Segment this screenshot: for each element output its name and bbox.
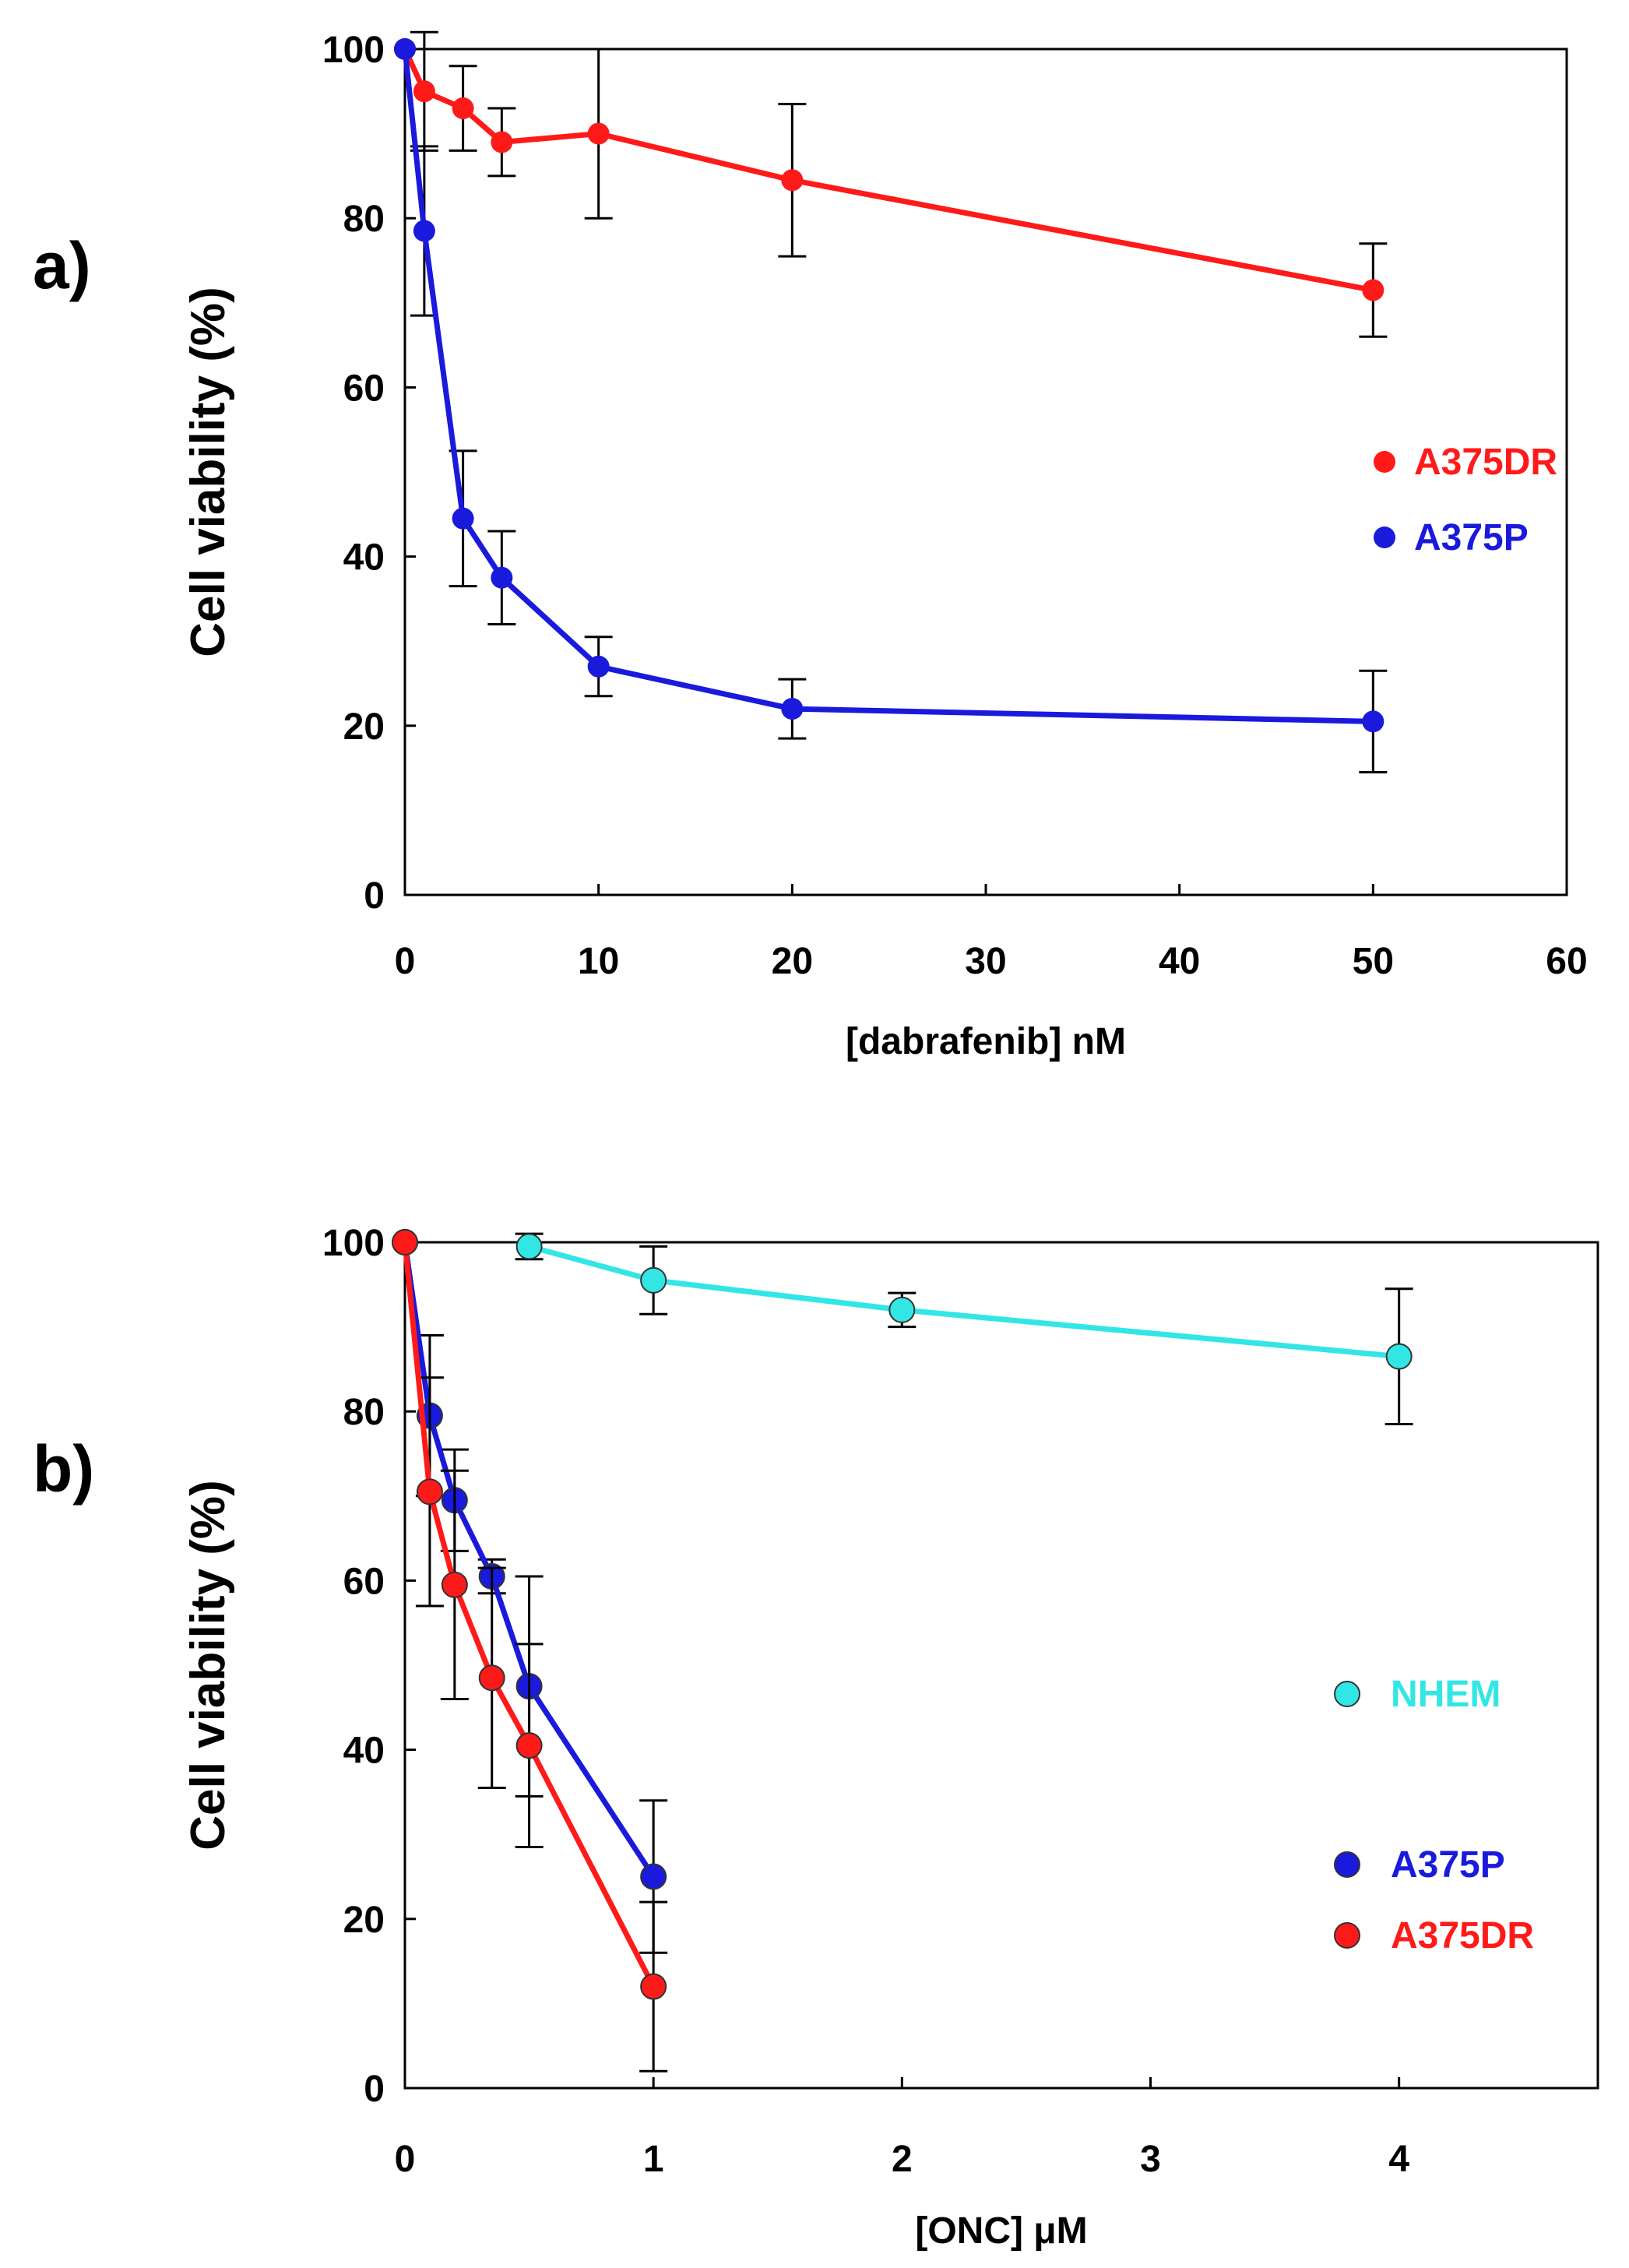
y-tick-label: 100 [322, 30, 385, 71]
y-tick-label: 60 [343, 1561, 385, 1602]
series-a375p [394, 38, 1388, 774]
panel-label: b) [33, 1432, 94, 1506]
y-tick-label: 40 [343, 1731, 385, 1772]
data-point [491, 131, 513, 153]
data-point [392, 1229, 418, 1256]
x-tick-label: 30 [965, 941, 1006, 982]
data-point [478, 1664, 505, 1692]
y-axis-label: Cell viability (%) [181, 287, 235, 657]
y-tick-label: 40 [343, 537, 385, 579]
data-point [452, 97, 474, 120]
x-tick-label: 0 [395, 2139, 416, 2180]
data-point [491, 566, 513, 589]
legend-marker [1334, 1851, 1360, 1878]
data-point [640, 1973, 667, 2000]
legend-entry: NHEM [1391, 1674, 1501, 1715]
series-nhem [515, 1232, 1413, 1425]
x-axis-label: [ONC] μM [915, 2210, 1087, 2252]
data-point [781, 169, 804, 192]
y-tick-label: 0 [364, 875, 385, 917]
data-point [515, 1233, 543, 1260]
y-tick-label: 80 [343, 1392, 385, 1433]
data-point [1362, 279, 1384, 301]
y-tick-label: 100 [322, 1223, 385, 1264]
x-tick-label: 4 [1388, 2139, 1409, 2180]
data-point [452, 507, 474, 530]
x-tick-label: 1 [643, 2139, 664, 2180]
data-point [416, 1478, 443, 1506]
legend-entry: A375DR [1414, 442, 1557, 483]
x-tick-label: 10 [578, 941, 619, 982]
legend-entry: A375P [1414, 517, 1529, 558]
x-axis-label: [dabrafenib] nM [846, 1021, 1126, 1062]
legend-entry: A375DR [1391, 1915, 1534, 1956]
x-tick-label: 0 [395, 941, 416, 982]
legend-marker [1334, 1681, 1360, 1707]
series-a375dr [392, 1229, 668, 2073]
data-point [1385, 1343, 1413, 1370]
data-point [587, 655, 610, 678]
data-point [587, 122, 610, 145]
data-point [413, 80, 435, 103]
y-tick-label: 0 [364, 2069, 385, 2110]
y-tick-label: 60 [343, 368, 385, 409]
legend-entry: A375P [1391, 1844, 1505, 1886]
data-point [888, 1296, 916, 1323]
y-tick-label: 20 [343, 1900, 385, 1941]
plot-frame [403, 1241, 1599, 2090]
legend-marker [1374, 526, 1395, 548]
x-tick-label: 3 [1140, 2139, 1161, 2180]
series-line [402, 1241, 656, 1988]
data-point [515, 1732, 543, 1759]
data-point [394, 38, 416, 60]
data-point [640, 1863, 667, 1890]
x-tick-label: 20 [772, 941, 813, 982]
data-point [781, 698, 804, 720]
series-line [528, 1244, 1399, 1360]
x-tick-label: 60 [1546, 941, 1587, 982]
y-axis-label: Cell viability (%) [181, 1480, 235, 1850]
panel-a: 0 20 40 60 80 100 0 10 20 30 40 50 60 [dabrafenib] nM… [33, 30, 1588, 1062]
x-tick-label: 50 [1353, 941, 1394, 982]
series-line [402, 1241, 656, 1879]
data-point [1362, 710, 1384, 733]
y-tick-label: 80 [343, 199, 385, 240]
series-a375dr [394, 30, 1388, 338]
x-tick-label: 40 [1159, 941, 1200, 982]
data-point [640, 1266, 667, 1294]
panel-b: 0 20 40 60 80 100 0 1 2 3 4 [ONC] μM Cell viability … [33, 1223, 1599, 2252]
y-tick-label: 20 [343, 706, 385, 748]
legend-marker [1334, 1922, 1360, 1949]
x-tick-label: 2 [892, 2139, 913, 2180]
data-point [441, 1571, 468, 1598]
legend-marker [1374, 451, 1395, 473]
data-point [413, 220, 435, 242]
panel-label: a) [33, 229, 91, 302]
